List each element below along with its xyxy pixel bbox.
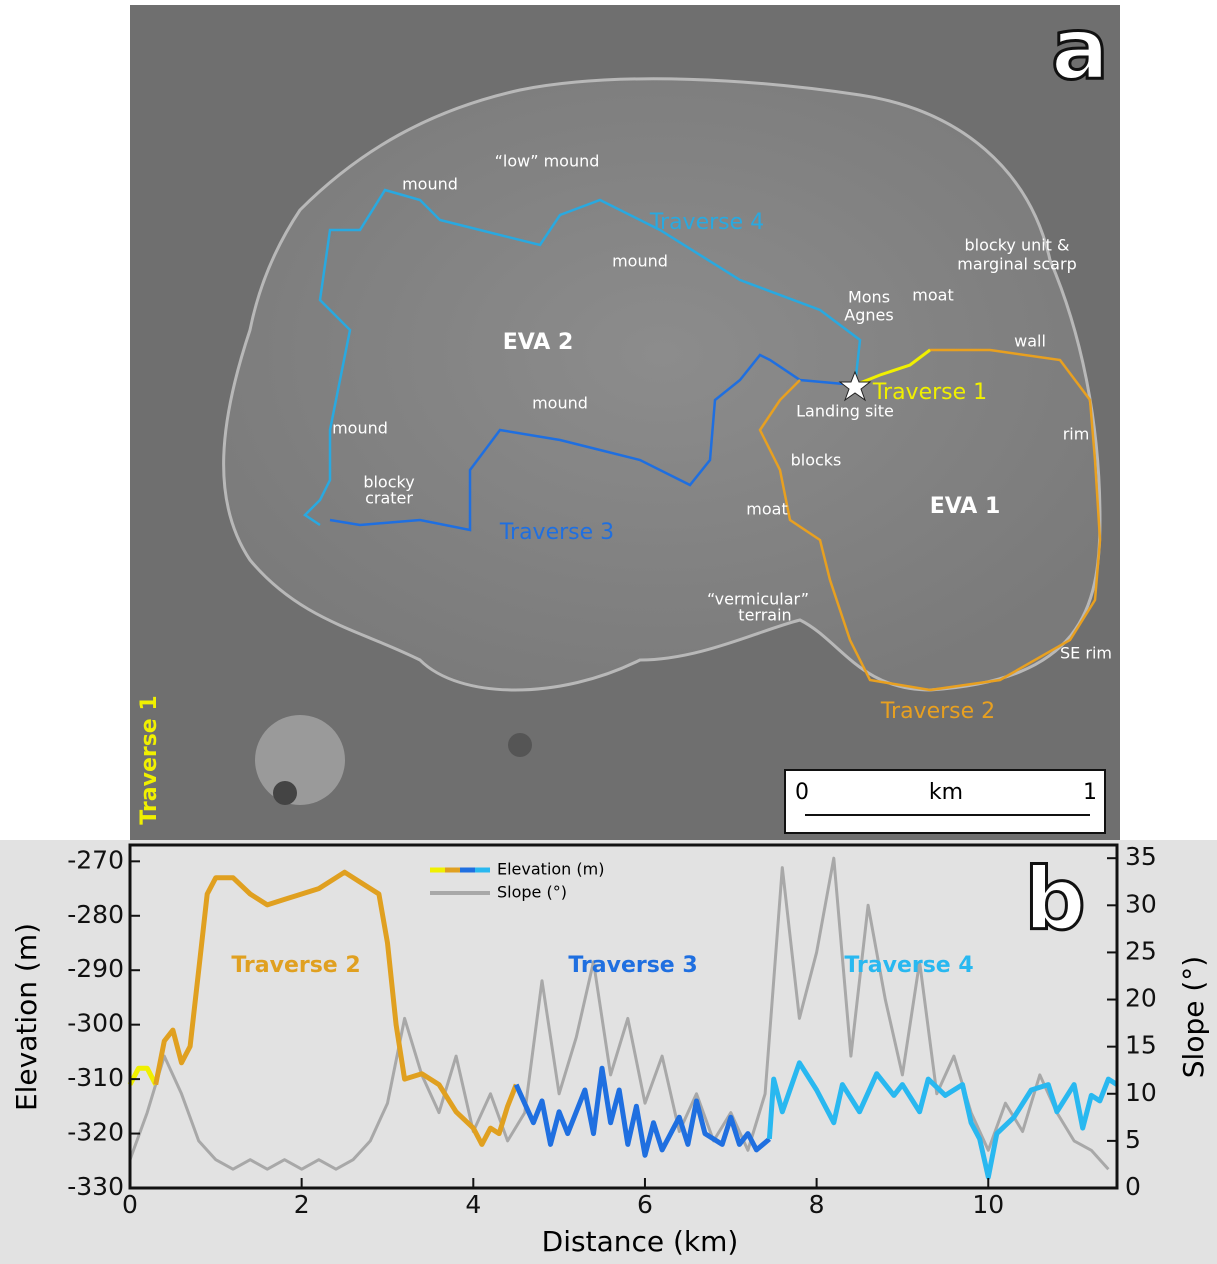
y-tick-label: -300 xyxy=(67,1009,124,1038)
traverse-label: Traverse 2 xyxy=(231,953,360,978)
map-label: mound xyxy=(402,175,458,194)
map-label: terrain xyxy=(738,606,791,625)
map-label: Landing site xyxy=(796,402,894,421)
x-tick-label: 8 xyxy=(809,1190,825,1219)
x-tick-label: 4 xyxy=(465,1190,481,1219)
map-label: “low” mound xyxy=(495,152,600,171)
y-tick-label: -330 xyxy=(67,1172,124,1201)
y2-tick-label: 0 xyxy=(1125,1172,1141,1201)
x-tick-label: 6 xyxy=(637,1190,653,1219)
y-tick-label: -280 xyxy=(67,900,124,929)
map-label: Traverse 2 xyxy=(880,699,995,724)
panel-label: b xyxy=(1024,849,1086,949)
scale-unit: km xyxy=(929,780,963,805)
crater xyxy=(255,715,345,805)
y-axis-label: Elevation (m) xyxy=(10,923,43,1111)
y2-tick-label: 25 xyxy=(1125,936,1157,965)
crater xyxy=(273,781,297,805)
map-label: Traverse 3 xyxy=(499,520,614,545)
figure: a mound “low” mound Traverse 4 mound blocky … xyxy=(0,0,1217,1264)
y-tick-label: -320 xyxy=(67,1118,124,1147)
traverse-label: Traverse 3 xyxy=(568,953,697,978)
y2-tick-label: 35 xyxy=(1125,842,1157,871)
map-label: marginal scarp xyxy=(957,255,1076,274)
x-axis-label: Distance (km) xyxy=(542,1225,739,1258)
y2-tick-label: 5 xyxy=(1125,1125,1141,1154)
map-label: moat xyxy=(912,286,953,305)
y2-tick-label: 10 xyxy=(1125,1078,1157,1107)
y-tick-label: -290 xyxy=(67,954,124,983)
map-label: blocks xyxy=(791,451,842,470)
map-label: wall xyxy=(1014,332,1046,351)
map-label: SE rim xyxy=(1060,644,1112,663)
x-tick-label: 0 xyxy=(122,1190,138,1219)
crater xyxy=(508,733,532,757)
map-panel: a mound “low” mound Traverse 4 mound blocky … xyxy=(130,0,1120,840)
map-label: mound xyxy=(332,419,388,438)
y2-tick-label: 20 xyxy=(1125,984,1157,1013)
y-tick-label: -270 xyxy=(67,845,124,874)
map-label: Mons xyxy=(848,288,890,307)
traverse-label: Traverse 1 xyxy=(137,695,162,824)
traverse-label: Traverse 4 xyxy=(844,953,973,978)
legend-label: Elevation (m) xyxy=(497,860,604,879)
x-tick-label: 2 xyxy=(294,1190,310,1219)
y2-tick-label: 30 xyxy=(1125,889,1157,918)
map-label: EVA 1 xyxy=(930,494,1001,519)
legend-label: Slope (°) xyxy=(497,883,567,902)
y2-axis-label: Slope (°) xyxy=(1177,956,1210,1078)
map-label: mound xyxy=(532,394,588,413)
map-label: crater xyxy=(365,489,413,508)
panel-label: a xyxy=(1051,0,1109,99)
map-label: EVA 2 xyxy=(503,330,574,355)
map-label: mound xyxy=(612,252,668,271)
plot-area xyxy=(130,845,1117,1188)
x-tick-label: 10 xyxy=(972,1190,1004,1219)
map-label: Traverse 4 xyxy=(649,210,764,235)
map-label: Agnes xyxy=(844,306,893,325)
y-tick-label: -310 xyxy=(67,1063,124,1092)
map-label: moat xyxy=(746,500,787,519)
map-label: rim xyxy=(1063,425,1090,444)
y2-tick-label: 15 xyxy=(1125,1031,1157,1060)
scale-end: 1 xyxy=(1083,780,1097,805)
scale-start: 0 xyxy=(795,780,809,805)
map-label: blocky unit & xyxy=(965,236,1070,255)
